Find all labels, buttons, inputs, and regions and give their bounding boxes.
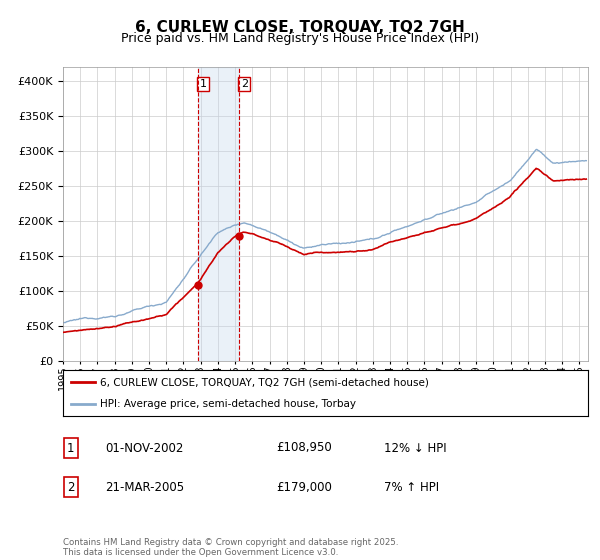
Text: £179,000: £179,000 [276, 480, 332, 494]
Text: HPI: Average price, semi-detached house, Torbay: HPI: Average price, semi-detached house,… [100, 399, 356, 409]
Text: 12% ↓ HPI: 12% ↓ HPI [384, 441, 446, 455]
Text: Contains HM Land Registry data © Crown copyright and database right 2025.
This d: Contains HM Land Registry data © Crown c… [63, 538, 398, 557]
Text: Price paid vs. HM Land Registry's House Price Index (HPI): Price paid vs. HM Land Registry's House … [121, 32, 479, 45]
Text: £108,950: £108,950 [276, 441, 332, 455]
Text: 1: 1 [67, 441, 74, 455]
Bar [198, 67, 239, 361]
Text: 6, CURLEW CLOSE, TORQUAY, TQ2 7GH: 6, CURLEW CLOSE, TORQUAY, TQ2 7GH [135, 20, 465, 35]
Text: 7% ↑ HPI: 7% ↑ HPI [384, 480, 439, 494]
Text: 21-MAR-2005: 21-MAR-2005 [105, 480, 184, 494]
Text: 1: 1 [199, 79, 206, 89]
Text: 6, CURLEW CLOSE, TORQUAY, TQ2 7GH (semi-detached house): 6, CURLEW CLOSE, TORQUAY, TQ2 7GH (semi-… [100, 377, 428, 388]
Text: 2: 2 [241, 79, 248, 89]
Text: 01-NOV-2002: 01-NOV-2002 [105, 441, 184, 455]
Text: 2: 2 [67, 480, 74, 494]
